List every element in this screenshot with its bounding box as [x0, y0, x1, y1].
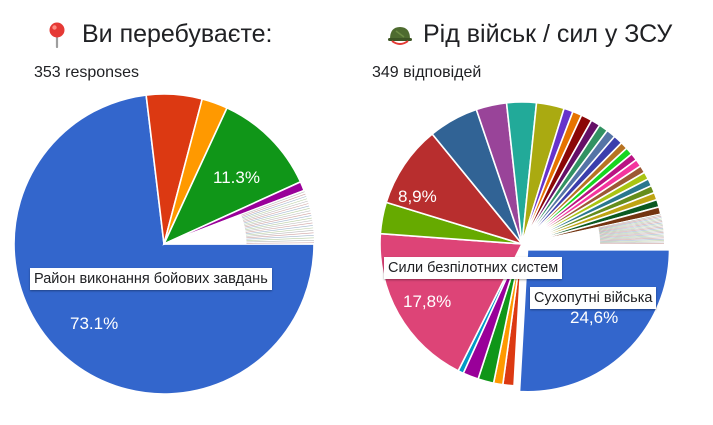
- pie-chart: [379, 101, 671, 393]
- data-label: 24,6%: [570, 308, 619, 327]
- chart-title: Ви перебуваєте:: [46, 20, 273, 49]
- data-label: 11.3%: [213, 168, 260, 187]
- pie-slice: [163, 189, 315, 245]
- chart-panel-branch: Рід військ / сил у ЗСУ 349 відповідей Си…: [355, 0, 713, 425]
- pie-chart: [13, 93, 315, 395]
- chart-panel-location: Ви перебуваєте: 353 responses Район вико…: [0, 0, 350, 425]
- response-count: 349 відповідей: [372, 64, 482, 81]
- pie-slice-minor-lines: [598, 214, 664, 244]
- slice-callout: Район виконання бойових завдань: [30, 268, 272, 290]
- chart-title-text: Ви перебуваєте:: [82, 20, 273, 48]
- chart-title: Рід військ / сил у ЗСУ: [387, 20, 672, 49]
- pie-slice: [518, 249, 671, 393]
- pie-slice: [162, 106, 302, 246]
- pie-slice-minor-lines: [241, 191, 314, 244]
- slice-callout: Сили безпілотних систем: [384, 257, 563, 279]
- data-label: 8,9%: [398, 187, 437, 206]
- data-label: 73.1%: [70, 314, 119, 333]
- pie-slice: [385, 132, 525, 246]
- slice-callout: Сухопутні війська: [530, 287, 657, 309]
- data-label: 17,8%: [403, 292, 452, 311]
- response-count: 353 responses: [34, 64, 139, 81]
- chart-title-text: Рід військ / сил у ЗСУ: [423, 20, 673, 48]
- round-pushpin-icon: [46, 22, 68, 48]
- military-helmet-icon: [387, 22, 412, 48]
